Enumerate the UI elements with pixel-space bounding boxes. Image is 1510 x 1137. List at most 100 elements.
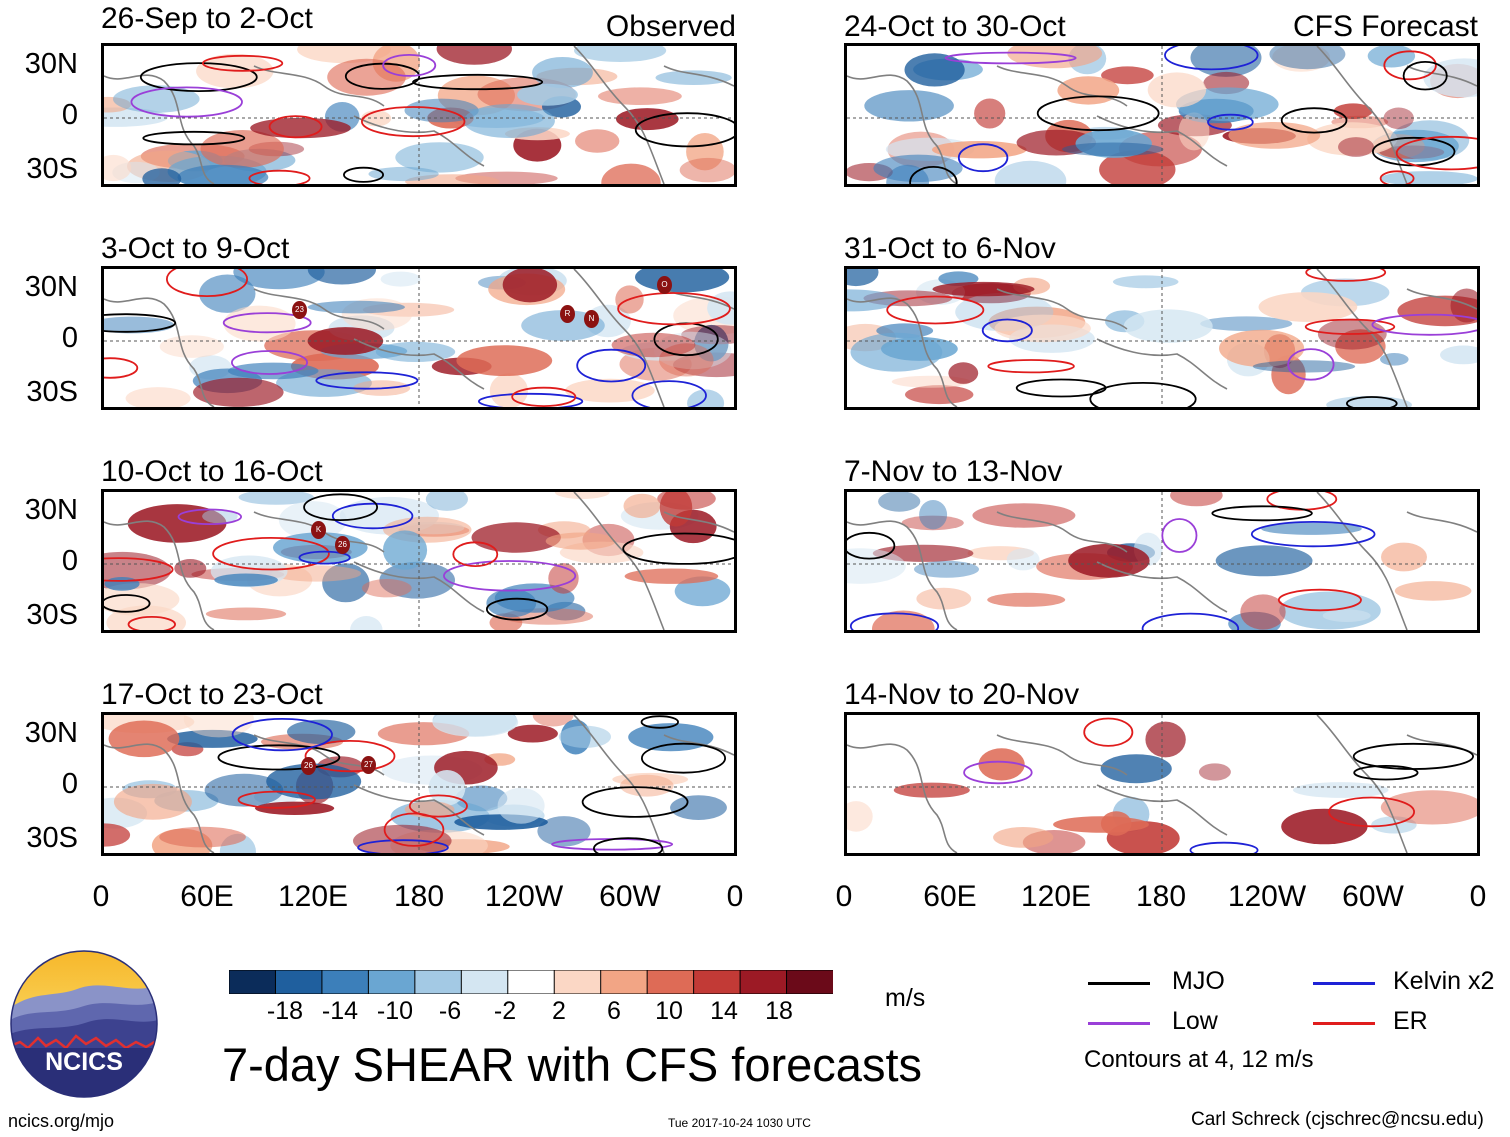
shear-anomaly-blob [507, 724, 558, 743]
shear-anomaly-blob [1100, 754, 1172, 784]
storm-marker: K [311, 521, 326, 539]
shear-anomaly-blob [238, 492, 314, 505]
filter-contour [847, 531, 896, 560]
storm-label: 26 [304, 761, 313, 770]
shear-anomaly-blob [847, 801, 873, 832]
lat-label-30s: 30S [26, 153, 78, 185]
shear-anomaly-blob [205, 607, 287, 621]
lon-label: 60E [180, 880, 234, 913]
map-observed-3 [101, 489, 737, 633]
filter-contour [177, 508, 242, 526]
map-observed-1 [101, 43, 737, 187]
footer-link[interactable]: ncics.org/mjo [8, 1111, 115, 1131]
shear-anomaly-blob [1335, 329, 1386, 364]
filter-contour [212, 537, 330, 571]
colorbar-tick: 14 [710, 997, 738, 1025]
shear-anomaly-blob [901, 515, 964, 531]
shear-anomaly-blob [620, 774, 674, 797]
legend-line-mjo [1088, 982, 1150, 985]
filter-contour [593, 837, 664, 853]
shear-anomaly-blob [1281, 808, 1368, 845]
colorbar-swatch [414, 969, 463, 995]
shear-anomaly-blob [1381, 542, 1427, 572]
shear-anomaly-blob [974, 98, 1006, 129]
storm-marker: N [584, 310, 599, 328]
shear-anomaly-blob [993, 827, 1054, 848]
shear-anomaly-blob [307, 300, 405, 314]
filter-contour [104, 594, 151, 613]
filter-contour [303, 493, 379, 521]
panel-title: 3-Oct to 9-Oct [101, 232, 290, 265]
lon-label: 0 [726, 880, 744, 913]
filter-contour [248, 169, 311, 184]
panel-title: 26-Sep to 2-Oct [101, 2, 313, 35]
shear-anomaly-blob [108, 720, 180, 758]
shear-anomaly-blob [847, 269, 879, 287]
lon-label: 120W [1227, 880, 1307, 913]
shear-anomaly-blob [932, 141, 1027, 159]
lat-label-30n: 30N [24, 48, 78, 80]
coastline [996, 288, 1128, 330]
shear-anomaly-blob [1219, 329, 1305, 368]
filter-contour [1346, 396, 1398, 407]
shear-anomaly-blob [380, 271, 421, 287]
lon-label: 60W [1342, 880, 1404, 913]
shear-anomaly-blob [382, 530, 428, 570]
colorbar-swatch [460, 969, 509, 995]
filter-contour [222, 312, 312, 334]
colorbar-swatch [786, 969, 834, 995]
filter-contour [331, 502, 414, 530]
filter-contour [104, 557, 174, 582]
filter-contour [1207, 113, 1254, 131]
colorbar-tick: 18 [765, 997, 793, 1025]
shear-anomaly-blob [489, 373, 528, 407]
storm-label: 23 [295, 305, 304, 314]
storm-marker: O [657, 276, 672, 294]
coastline [253, 65, 385, 107]
coastline [663, 511, 734, 533]
lat-label-30s: 30S [26, 599, 78, 631]
shear-anomaly-blob [1100, 811, 1132, 836]
coastline [1096, 338, 1228, 390]
lon-label: 180 [393, 880, 445, 913]
coastline [996, 65, 1128, 107]
legend-label-er: ER [1393, 1007, 1428, 1035]
shear-anomaly-blob [1258, 292, 1358, 322]
shear-anomaly-blob [545, 532, 616, 550]
colorbar-tick: 2 [552, 997, 566, 1025]
shear-anomaly-blob [1068, 543, 1150, 578]
storm-label: 27 [364, 760, 373, 769]
filter-contour [511, 386, 577, 407]
legend-line-er [1313, 1022, 1375, 1025]
map-forecast-4 [844, 712, 1480, 856]
shear-anomaly-blob [905, 385, 974, 405]
filter-contour [1304, 318, 1396, 335]
shear-anomaly-blob [1338, 137, 1374, 157]
shear-anomaly-blob [987, 592, 1066, 607]
filter-contour [342, 166, 384, 183]
shear-anomaly-blob [1380, 353, 1409, 366]
lat-label-eq: 0 [61, 768, 78, 800]
coastline [996, 511, 1128, 553]
colorbar-tick: 10 [655, 997, 683, 1025]
filter-contour [452, 541, 499, 568]
filter-contour [849, 612, 940, 630]
filter-contour [963, 760, 1033, 785]
shear-anomaly-blob [1123, 309, 1213, 343]
filter-contour [357, 839, 449, 853]
shear-anomaly-blob [432, 715, 519, 737]
shear-anomaly-blob [707, 291, 734, 325]
filter-contour [581, 786, 689, 818]
storm-marker: 27 [361, 756, 376, 774]
shear-anomaly-blob [1383, 107, 1414, 130]
filter-contour [1353, 765, 1419, 781]
shear-anomaly-blob [1394, 581, 1472, 601]
shear-anomaly-blob [904, 53, 965, 87]
coastline [104, 74, 215, 184]
shear-anomaly-blob [1240, 594, 1286, 630]
shear-anomaly-blob [1101, 66, 1154, 85]
shear-anomaly-blob [379, 561, 456, 599]
ncics-logo: NCICS [10, 950, 158, 1098]
shear-anomaly-blob [532, 57, 593, 89]
coastline [996, 734, 1128, 776]
